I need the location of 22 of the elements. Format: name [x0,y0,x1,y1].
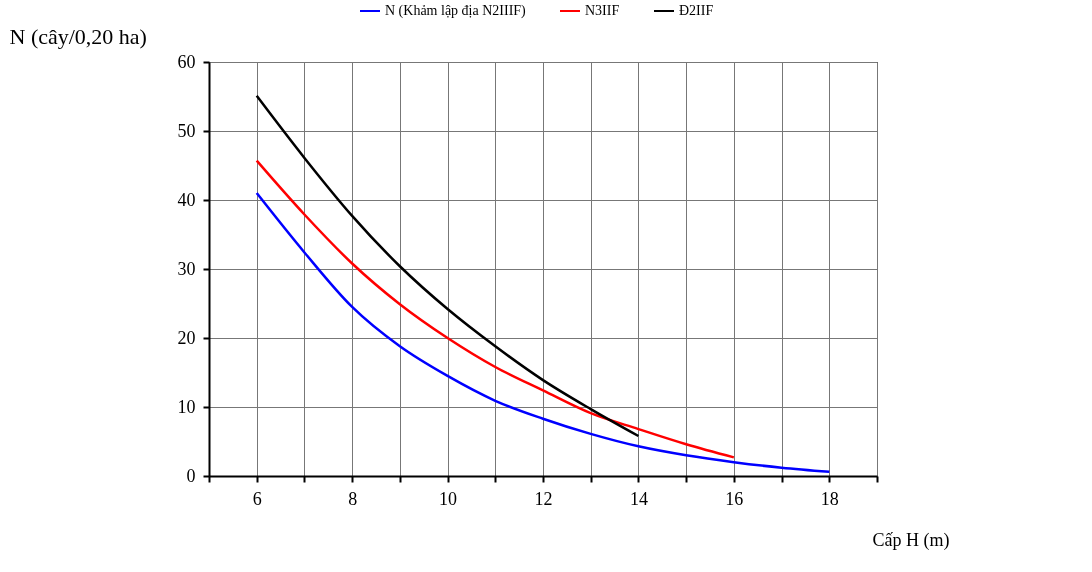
x-tick-label: 12 [534,488,553,509]
x-tick-label: 8 [348,488,358,509]
y-tick-label: 20 [177,327,196,348]
x-tick-label: 10 [439,488,458,509]
x-tick-label: 6 [252,488,262,509]
x-tick-label: 18 [820,488,839,509]
y-tick-label: 30 [177,258,196,279]
line-series [255,159,736,459]
y-axis-title: N (cây/0,20 ha) [9,23,147,49]
x-axis-title: Cấp H (m) [872,529,950,551]
legend-label: Đ2IIF [679,3,714,18]
y-tick-label: 60 [177,51,196,72]
x-tick-label: 14 [629,488,648,509]
y-tick-label: 50 [177,120,196,141]
line-series [255,94,640,438]
x-tick-label: 16 [725,488,744,509]
legend-label: N (Khảm lập địa N2IIIF) [385,3,527,19]
y-tick-label: 0 [186,465,196,486]
y-tick-label: 10 [177,396,196,417]
legend-label: N3IIF [585,3,620,18]
y-tick-label: 40 [177,189,196,210]
line-series [255,191,831,474]
